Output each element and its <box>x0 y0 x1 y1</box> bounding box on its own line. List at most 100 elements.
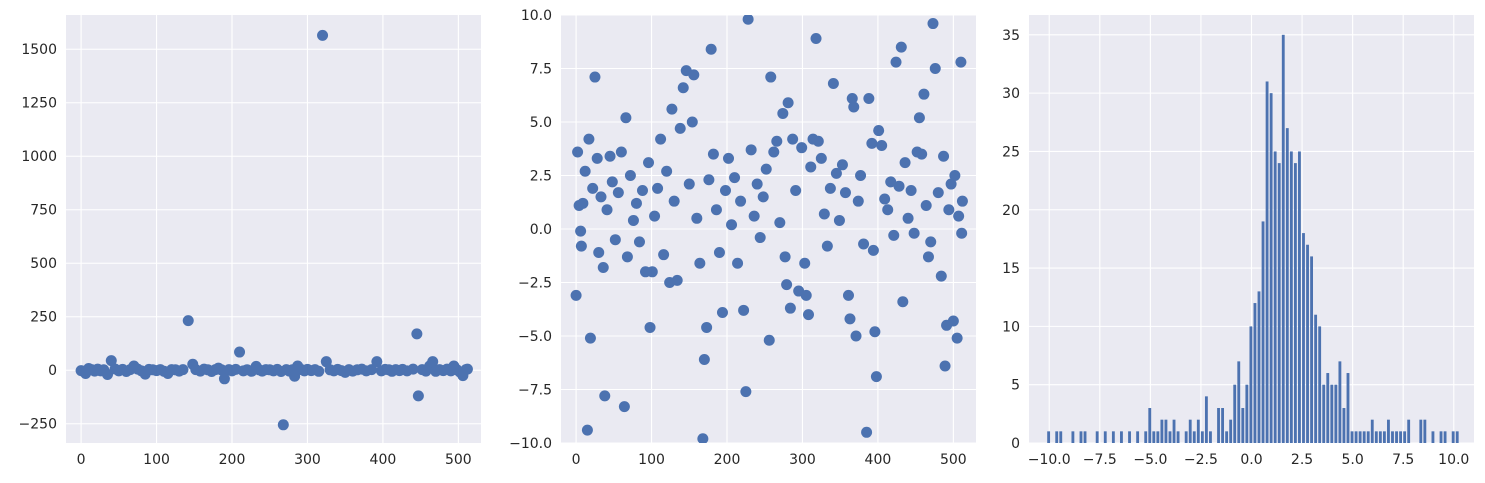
scatter-point <box>922 251 934 263</box>
histogram-bar <box>1095 431 1099 443</box>
histogram-bar <box>1314 314 1318 443</box>
scatter-point <box>810 33 822 45</box>
histogram-bar <box>1229 419 1233 443</box>
histogram-bar <box>1237 361 1241 443</box>
scatter-point <box>796 142 808 154</box>
scatter-point <box>929 63 941 74</box>
scatter-point <box>852 195 864 207</box>
scatter-point <box>694 257 706 269</box>
scatter-point <box>609 234 621 246</box>
scatter-point <box>830 167 842 179</box>
histogram-bar <box>1241 408 1245 443</box>
scatter-point <box>677 82 689 94</box>
scatter-point <box>757 191 769 203</box>
scatter-point <box>779 251 791 263</box>
x-tick-label: −7.5 <box>1083 452 1117 468</box>
scatter-point <box>698 354 710 366</box>
scatter-point <box>735 195 747 207</box>
scatter-point <box>800 289 812 301</box>
histogram-bar <box>1391 431 1394 443</box>
histogram-bar <box>1257 291 1261 443</box>
y-tick-label: 1000 <box>21 149 57 165</box>
scatter-point <box>615 146 627 158</box>
scatter-point <box>661 165 673 177</box>
histogram-bar <box>1059 431 1063 443</box>
scatter-point <box>920 199 932 211</box>
scatter-point <box>646 266 658 278</box>
scatter-point <box>579 165 591 177</box>
scatter-point <box>805 161 817 173</box>
scatter-point <box>754 232 766 244</box>
y-tick-label: 0 <box>48 363 57 379</box>
scatter-point <box>899 157 911 169</box>
scatter-point <box>575 225 587 237</box>
histogram-bar <box>1249 326 1253 443</box>
scatter-point <box>861 426 873 438</box>
scatter-point <box>705 43 717 55</box>
scatter-point <box>947 315 959 327</box>
histogram-bar <box>1289 151 1293 443</box>
scatter-point <box>812 135 824 147</box>
scatter-point <box>729 172 741 184</box>
scatter-point <box>716 306 728 318</box>
scatter-point <box>427 356 439 368</box>
scatter-point <box>412 390 424 402</box>
scatter-point <box>925 236 937 248</box>
scatter-point <box>866 137 878 149</box>
y-tick-label: −2.5 <box>518 276 552 292</box>
histogram-bar <box>1382 431 1386 443</box>
y-tick-label: −5.0 <box>518 329 552 345</box>
y-tick-label: 500 <box>30 256 57 272</box>
scatter-point <box>953 210 965 222</box>
histogram-bar <box>1071 431 1075 443</box>
scatter-point <box>768 146 780 158</box>
scatter-point <box>895 41 907 53</box>
histogram-bar <box>1431 431 1435 443</box>
scatter-point <box>606 176 618 188</box>
scatter-point <box>407 363 419 375</box>
scatter-point <box>938 150 950 162</box>
scatter-point <box>620 112 632 124</box>
scatter-point <box>827 77 839 89</box>
histogram-bar <box>1378 431 1382 443</box>
histogram-bar <box>1055 431 1059 443</box>
y-tick-label: 7.5 <box>530 62 552 78</box>
scatter-point <box>863 92 875 104</box>
scatter-point <box>858 238 870 250</box>
scatter-point <box>719 184 731 196</box>
scatter-point <box>583 133 595 145</box>
y-tick-label: 10.0 <box>521 8 552 24</box>
scatter-point <box>888 229 900 241</box>
y-tick-label: 10 <box>1002 319 1020 335</box>
histogram-panel: −10.0 −7.5 −5.0 −2.5 0.0 2.5 5.0 7.5 10.0 0 5 10 15 2… <box>1002 15 1474 468</box>
histogram-bar <box>1265 81 1269 443</box>
x-tick-label: 2.5 <box>1291 452 1313 468</box>
scatter-point <box>850 330 862 342</box>
scatter-point <box>748 210 760 222</box>
scatter-point <box>671 274 683 286</box>
y-tick-label: 25 <box>1002 144 1020 160</box>
scatter-point <box>105 355 117 367</box>
histogram-bar <box>1261 221 1265 443</box>
histogram-bar <box>1221 408 1225 443</box>
scatter-point <box>815 152 827 164</box>
scatter-point <box>846 92 858 104</box>
histogram-bar <box>1136 431 1140 443</box>
data-marks <box>1047 34 1459 443</box>
histogram-bar <box>1217 408 1220 443</box>
x-tick-label: 200 <box>219 452 246 468</box>
scatter-panel-raw: 0 100 200 300 400 500 −250 0 250 500 750 1000 1250 15… <box>19 15 481 468</box>
scatter-point <box>932 187 944 199</box>
scatter-point <box>913 112 925 124</box>
histogram-bar <box>1164 419 1168 443</box>
scatter-point <box>674 122 686 134</box>
scatter-point <box>570 289 582 301</box>
histogram-bar <box>1306 244 1309 443</box>
scatter-point <box>686 116 698 128</box>
scatter-point <box>869 326 881 338</box>
histogram-bar <box>1245 384 1249 443</box>
data-marks <box>570 15 968 443</box>
scatter-point <box>713 247 725 259</box>
histogram-bar <box>1387 419 1390 443</box>
